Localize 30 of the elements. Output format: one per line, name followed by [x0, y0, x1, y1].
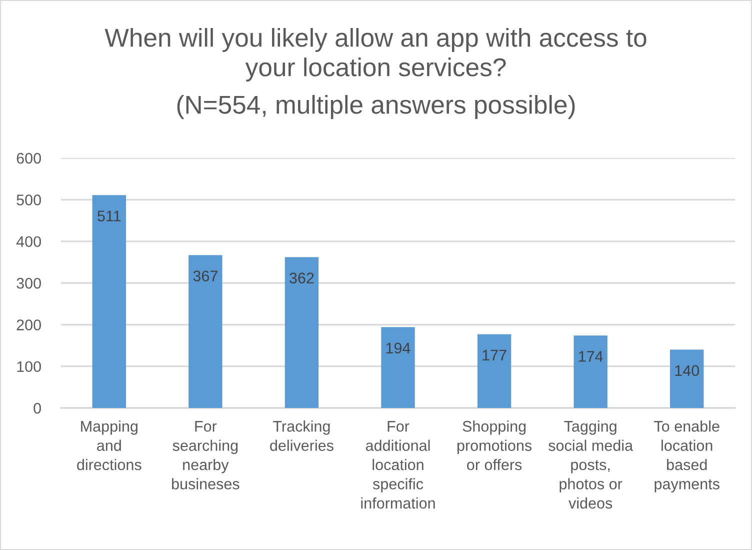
bar: [188, 255, 222, 408]
bar: [381, 327, 415, 408]
x-tick-label: To enable location based payments: [654, 420, 720, 492]
x-tick-label: Shopping promotions or offers: [457, 420, 532, 470]
data-label: 362: [290, 272, 314, 284]
x-tick-label: Mapping and directions: [77, 420, 142, 470]
data-label: 511: [98, 210, 121, 222]
data-label: 367: [193, 270, 218, 282]
bar: [670, 350, 704, 408]
data-label: 177: [482, 350, 506, 360]
x-tick-label: Tracking deliveries: [270, 420, 334, 451]
y-tick-label: 500: [16, 194, 41, 206]
data-label: 174: [578, 351, 603, 362]
y-tick-label: 300: [16, 278, 41, 289]
y-tick-label: 600: [16, 152, 41, 164]
chart-title: When will you likely allow an app with access to your location services?: [104, 28, 646, 82]
bar: [574, 336, 608, 408]
x-tick-label: Tagging social media posts, photos or videos: [548, 420, 634, 509]
y-tick-label: 400: [16, 236, 41, 248]
x-tick-label: For searching nearby busineses: [172, 421, 240, 490]
data-label: 194: [386, 342, 410, 354]
chart-subtitle: (N=554, multiple answers possible): [177, 95, 575, 119]
data-label: 140: [675, 365, 700, 376]
bar: [92, 195, 126, 408]
y-tick-label: 200: [16, 320, 41, 330]
x-tick-label: For additional location specific information: [361, 421, 435, 509]
bar: [477, 334, 512, 408]
y-tick-label: 100: [17, 361, 41, 372]
bar: [284, 257, 319, 408]
y-tick-label: 0: [34, 402, 41, 414]
